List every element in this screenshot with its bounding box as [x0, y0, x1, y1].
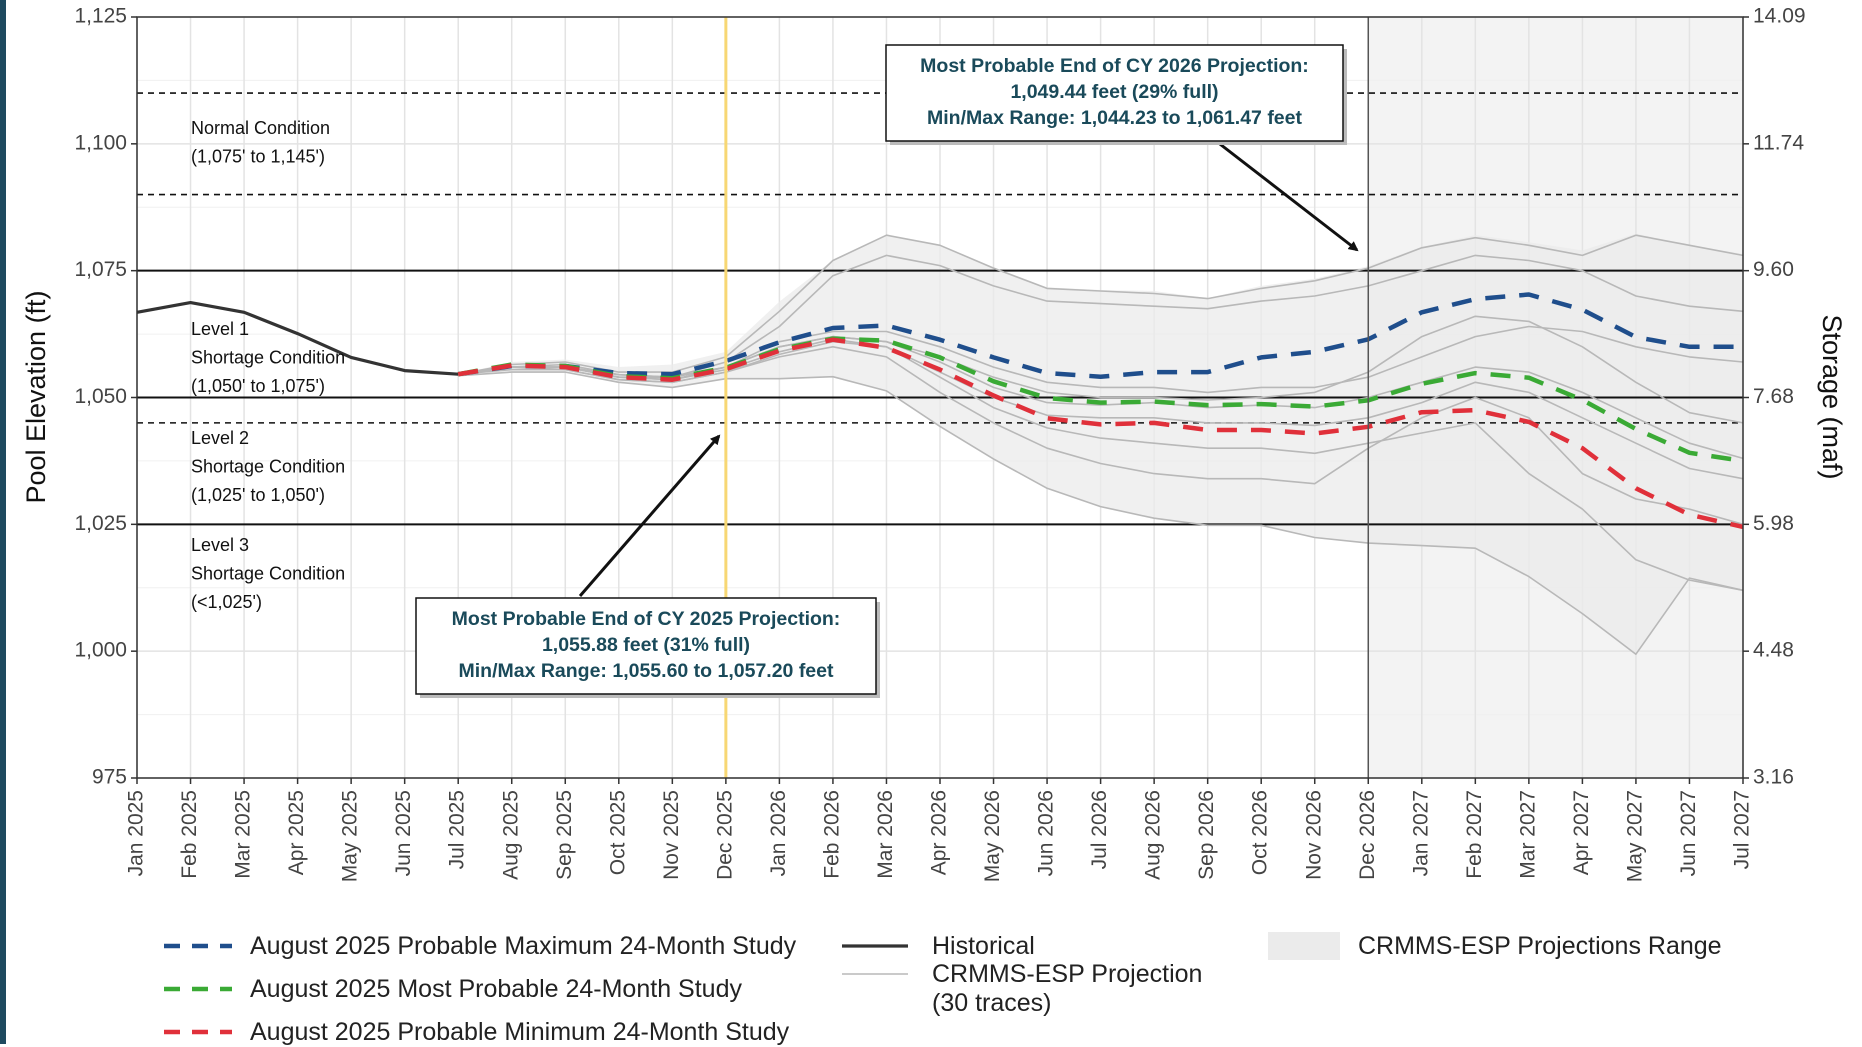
x-tick-label: Nov 2025	[660, 790, 683, 880]
annotation-text: Most Probable End of CY 2026 Projection:	[920, 55, 1309, 77]
x-tick-label: Aug 2026	[1142, 790, 1165, 880]
x-tick-label: Jun 2027	[1677, 790, 1700, 876]
condition-label: (<1,025')	[191, 592, 262, 612]
legend-label: August 2025 Probable Minimum 24-Month St…	[250, 1018, 790, 1046]
legend-item: August 2025 Probable Minimum 24-Month St…	[160, 1018, 870, 1047]
legend-swatch	[164, 986, 232, 992]
legend-label: CRMMS-ESP Projection (30 traces)	[932, 960, 1203, 1017]
x-tick-label: Oct 2026	[1249, 790, 1272, 875]
legend-item: CRMMS-ESP Projection (30 traces)	[842, 960, 1222, 1018]
annotation-text: Min/Max Range: 1,055.60 to 1,057.20 feet	[459, 660, 835, 682]
x-tick-label: Feb 2026	[820, 790, 843, 879]
x-tick-label: Jul 2025	[446, 790, 469, 869]
condition-label: Shortage Condition	[191, 347, 345, 367]
condition-label: (1,025' to 1,050')	[191, 485, 325, 505]
condition-label: Level 3	[191, 535, 249, 555]
y2-tick-label: 7.68	[1753, 385, 1794, 408]
condition-label: Level 2	[191, 428, 249, 448]
x-tick-label: May 2026	[981, 790, 1004, 882]
legend-label: August 2025 Probable Maximum 24-Month St…	[250, 932, 797, 960]
annotation-arrow	[578, 434, 721, 597]
series-line	[457, 292, 1743, 379]
legend-swatch	[1268, 932, 1340, 960]
trace-line	[458, 340, 1744, 592]
legend-label: Historical	[932, 932, 1035, 960]
legend-swatch	[842, 944, 908, 948]
x-tick-label: Jan 2025	[125, 790, 148, 876]
y-tick-label: 975	[92, 766, 127, 789]
y2-tick-label: 3.16	[1753, 766, 1794, 789]
y2-tick-label: 11.74	[1753, 131, 1804, 154]
x-tick-label: May 2027	[1623, 790, 1646, 882]
legend-swatch	[164, 943, 232, 949]
annotation-text: 1,055.88 feet (31% full)	[542, 634, 750, 656]
x-tick-label: May 2025	[339, 790, 362, 882]
y-tick-label: 1,025	[74, 512, 127, 535]
trace-line	[458, 371, 1744, 655]
legend-item: CRMMS-ESP Projections Range	[1268, 932, 1838, 961]
condition-label: Normal Condition	[191, 118, 330, 138]
projection-range	[458, 233, 1744, 655]
x-tick-label: Mar 2026	[874, 790, 897, 879]
x-tick-label: Mar 2027	[1516, 790, 1539, 879]
y2-tick-label: 14.09	[1753, 5, 1806, 28]
x-tick-label: Dec 2026	[1356, 790, 1379, 880]
y2-axis-title: Storage (maf)	[1817, 314, 1847, 479]
x-tick-label: Jun 2026	[1035, 790, 1058, 876]
condition-label: Shortage Condition	[191, 563, 345, 583]
x-tick-label: Jun 2025	[392, 790, 415, 876]
condition-label: (1,050' to 1,075')	[191, 376, 325, 396]
left-border	[0, 0, 6, 1044]
annotation-text: 1,049.44 feet (29% full)	[1010, 81, 1218, 103]
x-tick-label: Mar 2025	[232, 790, 255, 879]
x-tick-label: Feb 2027	[1463, 790, 1486, 879]
x-tick-label: Oct 2025	[606, 790, 629, 875]
x-tick-label: Apr 2025	[285, 790, 308, 875]
legend-swatch	[164, 1029, 232, 1035]
y-tick-label: 1,125	[74, 5, 127, 28]
y-tick-label: 1,000	[74, 639, 127, 662]
annotation-box	[885, 44, 1344, 142]
x-tick-label: Apr 2027	[1570, 790, 1593, 875]
annotation-text: Most Probable End of CY 2025 Projection:	[452, 608, 841, 630]
legend-label: August 2025 Most Probable 24-Month Study	[250, 975, 742, 1003]
legend-item: August 2025 Most Probable 24-Month Study	[160, 975, 870, 1004]
legend-label: CRMMS-ESP Projections Range	[1358, 932, 1722, 960]
series-line	[457, 337, 1744, 530]
x-tick-label: Feb 2025	[178, 790, 201, 879]
x-tick-label: Sep 2026	[1195, 790, 1218, 880]
x-tick-label: Jan 2026	[767, 790, 790, 876]
legend-item: Historical	[842, 932, 1252, 961]
x-tick-label: Sep 2025	[553, 790, 576, 880]
x-tick-label: Apr 2026	[928, 790, 951, 875]
y-tick-label: 1,050	[74, 385, 127, 408]
x-tick-label: Jul 2027	[1731, 790, 1754, 869]
x-tick-label: Nov 2026	[1302, 790, 1325, 880]
x-tick-label: Jul 2026	[1088, 790, 1111, 869]
x-tick-label: Dec 2025	[713, 790, 736, 880]
condition-label: Shortage Condition	[191, 456, 345, 476]
annotation-text: Min/Max Range: 1,044.23 to 1,061.47 feet	[927, 107, 1303, 129]
y2-tick-label: 5.98	[1753, 512, 1794, 535]
legend-item: August 2025 Probable Maximum 24-Month St…	[160, 932, 870, 961]
condition-label: (1,075' to 1,145')	[191, 146, 325, 166]
y2-tick-label: 4.48	[1753, 639, 1794, 662]
annotation-arrow	[1215, 139, 1359, 252]
y-tick-label: 1,100	[74, 131, 127, 154]
annotation-box	[415, 597, 877, 695]
y-axis-title: Pool Elevation (ft)	[21, 290, 51, 503]
x-tick-label: Jan 2027	[1409, 790, 1432, 876]
y-tick-label: 1,075	[74, 258, 127, 281]
x-tick-label: Aug 2025	[499, 790, 522, 880]
series-line	[136, 301, 459, 376]
legend-swatch	[842, 973, 908, 975]
y2-tick-label: 9.60	[1753, 258, 1794, 281]
legend-swatch-rect	[1268, 932, 1340, 960]
condition-label: Level 1	[191, 319, 249, 339]
